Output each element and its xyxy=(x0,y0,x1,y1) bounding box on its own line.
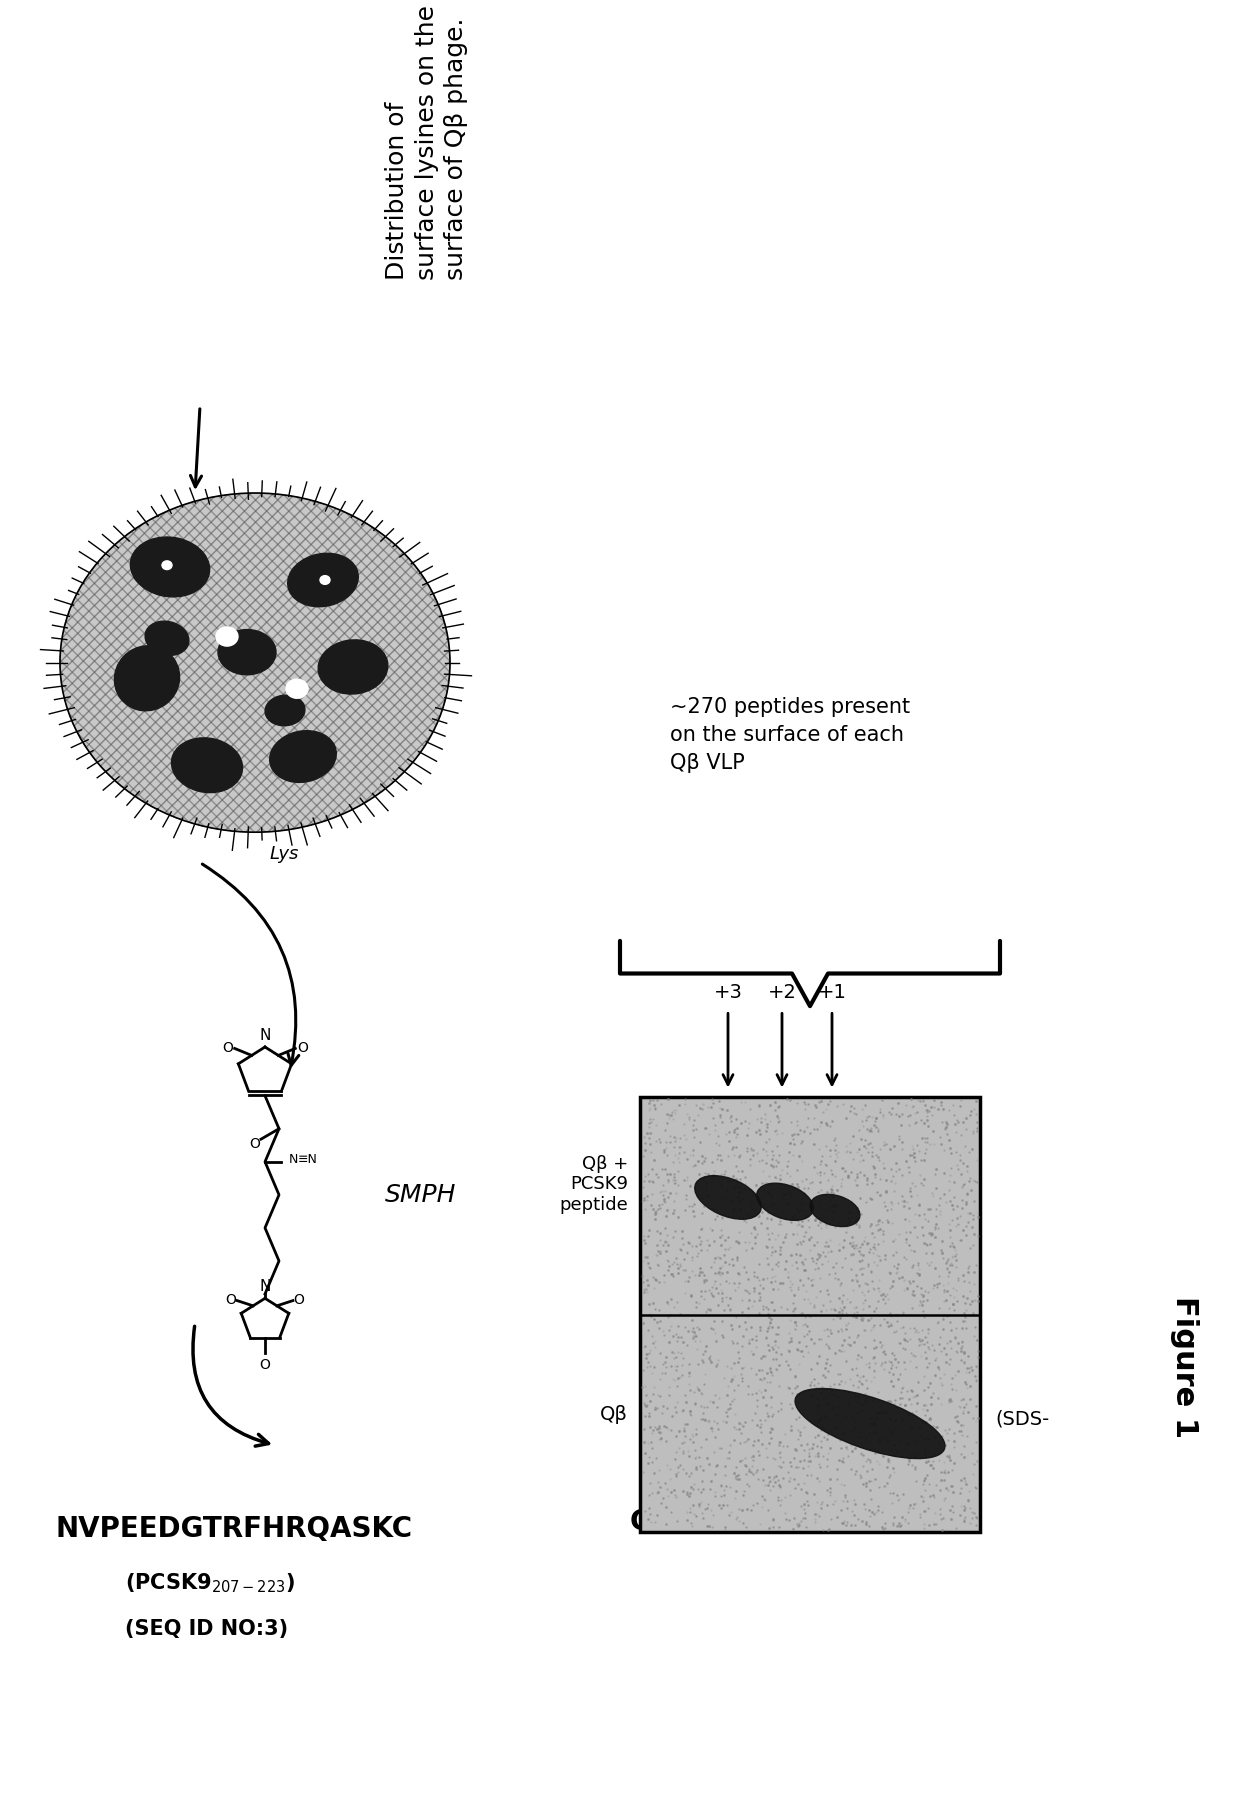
Text: NVPEEDGTRFHRQASKC: NVPEEDGTRFHRQASKC xyxy=(55,1515,412,1544)
Text: O: O xyxy=(249,1137,260,1152)
Text: SMPH: SMPH xyxy=(384,1183,456,1206)
Text: Lys: Lys xyxy=(270,845,299,863)
Text: (SDS-: (SDS- xyxy=(994,1409,1049,1429)
Text: (SEQ ID NO:3): (SEQ ID NO:3) xyxy=(125,1620,288,1640)
Ellipse shape xyxy=(114,646,180,711)
Text: (PCSK9$_{207-223}$): (PCSK9$_{207-223}$) xyxy=(125,1571,295,1595)
Ellipse shape xyxy=(756,1183,813,1221)
Text: Qβ +
PCSK9
peptide: Qβ + PCSK9 peptide xyxy=(559,1154,627,1214)
Ellipse shape xyxy=(810,1194,859,1226)
Ellipse shape xyxy=(319,640,388,695)
Text: O: O xyxy=(294,1293,304,1306)
Text: ≡N: ≡N xyxy=(298,1152,317,1166)
Ellipse shape xyxy=(269,731,336,782)
Text: O: O xyxy=(222,1041,233,1054)
Ellipse shape xyxy=(694,1175,761,1219)
Ellipse shape xyxy=(145,620,188,655)
Text: O: O xyxy=(259,1357,270,1371)
Text: ~270 peptides present
on the surface of each
Qβ VLP: ~270 peptides present on the surface of … xyxy=(670,697,910,773)
Ellipse shape xyxy=(171,738,243,793)
Bar xyxy=(640,1097,980,1533)
Text: +3: +3 xyxy=(713,983,743,1001)
Text: +1: +1 xyxy=(817,983,847,1001)
Ellipse shape xyxy=(130,537,210,597)
Text: Figure 1: Figure 1 xyxy=(1171,1295,1199,1439)
Text: N: N xyxy=(259,1279,270,1293)
Ellipse shape xyxy=(288,553,358,606)
Text: N: N xyxy=(289,1152,299,1166)
Text: O: O xyxy=(296,1041,308,1054)
Circle shape xyxy=(60,493,450,833)
Text: C: C xyxy=(630,1507,650,1536)
Circle shape xyxy=(216,628,238,646)
Ellipse shape xyxy=(265,695,305,726)
Text: Distribution of
surface lysines on the
surface of Qβ phage.: Distribution of surface lysines on the s… xyxy=(384,5,469,279)
Text: O: O xyxy=(226,1293,237,1306)
Text: N: N xyxy=(259,1029,270,1043)
Ellipse shape xyxy=(795,1388,945,1458)
Text: +2: +2 xyxy=(768,983,796,1001)
Circle shape xyxy=(320,575,330,584)
Text: Qβ: Qβ xyxy=(600,1406,627,1424)
Circle shape xyxy=(162,561,172,570)
Circle shape xyxy=(286,678,308,698)
Ellipse shape xyxy=(218,629,277,675)
